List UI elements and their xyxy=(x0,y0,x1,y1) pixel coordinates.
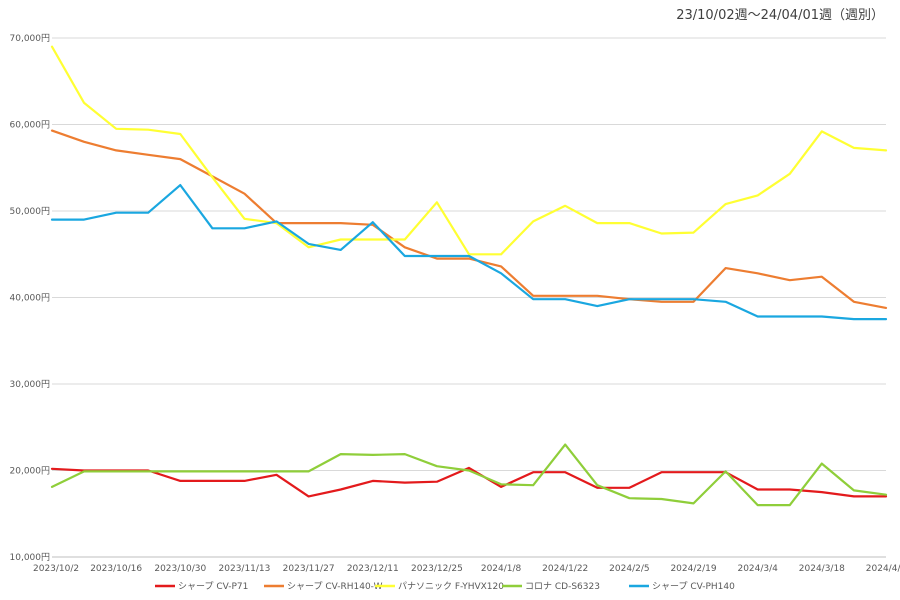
x-tick-label: 2024/1/22 xyxy=(542,564,588,574)
x-tick-label: 2023/10/2 xyxy=(33,564,79,574)
legend-label: シャープ CV-PH140 xyxy=(652,581,735,592)
y-tick-label: 30,000円 xyxy=(10,379,51,390)
x-tick-label: 2024/4/1 xyxy=(866,564,900,574)
x-tick-label: 2023/11/27 xyxy=(283,564,335,574)
y-tick-label: 20,000円 xyxy=(10,466,51,477)
x-tick-label: 2023/12/25 xyxy=(411,564,463,574)
series-line-3 xyxy=(50,443,888,507)
y-tick-label: 50,000円 xyxy=(10,206,51,217)
x-tick-label: 2024/2/5 xyxy=(609,564,649,574)
y-tick-label: 70,000円 xyxy=(10,33,51,44)
series-line-4 xyxy=(50,184,888,321)
series-line-0 xyxy=(50,466,888,498)
y-tick-label: 10,000円 xyxy=(10,552,51,563)
x-tick-label: 2023/10/16 xyxy=(90,564,142,574)
x-tick-label: 2024/1/8 xyxy=(481,564,522,574)
legend: シャープ CV-P71 シャープ CV-RH140-W パナソニック F-YHVX1… xyxy=(155,581,735,592)
series-lines xyxy=(50,45,888,507)
chart-title: 23/10/02週～24/04/01週（週別） xyxy=(676,8,884,23)
x-tick-label: 2023/12/11 xyxy=(347,564,399,574)
series-line-2 xyxy=(50,45,888,256)
x-tick-label: 2024/3/4 xyxy=(737,564,778,574)
x-tick-label: 2023/11/13 xyxy=(219,564,271,574)
y-axis-ticks: 10,000円 20,000円 30,000円 40,000円 50,000円 60,00… xyxy=(10,33,51,563)
y-tick-label: 40,000円 xyxy=(10,293,51,304)
series-line-1 xyxy=(50,129,888,309)
legend-label: シャープ CV-P71 xyxy=(178,581,248,592)
legend-label: パナソニック F-YHVX120 xyxy=(398,581,504,592)
x-tick-label: 2024/3/18 xyxy=(799,564,845,574)
x-tick-label: 2023/10/30 xyxy=(154,564,206,574)
x-axis-ticks: 2023/10/2 2023/10/16 2023/10/30 2023/11/13 2… xyxy=(33,564,900,574)
legend-label: コロナ CD-S6323 xyxy=(525,581,600,592)
legend-label: シャープ CV-RH140-W xyxy=(287,581,383,592)
x-tick-label: 2024/2/19 xyxy=(670,564,716,574)
y-tick-label: 60,000円 xyxy=(10,120,51,131)
